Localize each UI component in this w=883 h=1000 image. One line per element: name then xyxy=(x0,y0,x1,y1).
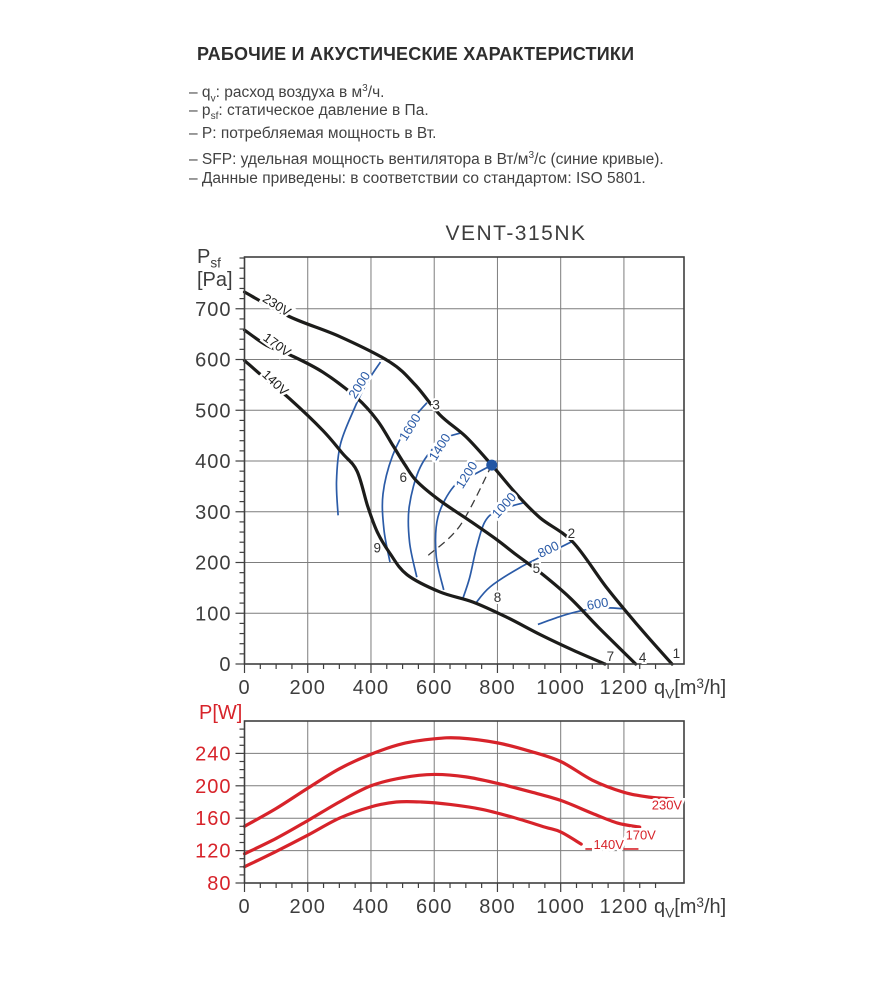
legend-item: – qv: расход воздуха в м3/ч. xyxy=(189,83,385,105)
svg-text:400: 400 xyxy=(195,451,231,473)
svg-text:120: 120 xyxy=(195,841,231,863)
gridlines xyxy=(244,257,684,664)
y-tick-labels: 80 120 160 200 240 xyxy=(195,743,231,895)
svg-text:200: 200 xyxy=(195,553,231,575)
axis-ticks xyxy=(235,728,657,892)
svg-text:6: 6 xyxy=(399,470,407,485)
legend-item: – Данные приведены: в соответствии со ст… xyxy=(189,169,646,187)
svg-text:4: 4 xyxy=(639,650,647,665)
x-axis-unit: qV[m3/h] xyxy=(654,676,726,701)
x-tick-labels: 0 200 400 600 800 1000 1200 xyxy=(238,677,649,699)
sfp-label-1200: 1200 xyxy=(452,459,480,491)
svg-text:200: 200 xyxy=(290,677,326,699)
svg-text:0: 0 xyxy=(238,677,250,699)
svg-text:1200: 1200 xyxy=(600,896,649,918)
svg-text:700: 700 xyxy=(195,299,231,321)
svg-text:300: 300 xyxy=(195,502,231,524)
sfp-label-800: 800 xyxy=(535,538,561,561)
svg-text:1: 1 xyxy=(673,646,681,661)
svg-text:600: 600 xyxy=(416,896,452,918)
voltage-curves xyxy=(242,290,674,666)
curve-170V xyxy=(242,328,638,666)
svg-text:600: 600 xyxy=(416,677,452,699)
x-axis-unit: qV[m3/h] xyxy=(654,895,726,920)
sfp-label-2000: 2000 xyxy=(345,369,373,401)
svg-text:240: 240 xyxy=(195,743,231,765)
svg-text:100: 100 xyxy=(195,603,231,625)
svg-text:500: 500 xyxy=(195,400,231,422)
svg-text:1000: 1000 xyxy=(536,677,585,699)
svg-text:200: 200 xyxy=(290,896,326,918)
legend-item: – psf: статическое давление в Па. xyxy=(189,102,429,123)
curve-label-140V: 140V xyxy=(594,837,625,852)
point-labels: 1 2 3 4 5 6 7 8 9 xyxy=(372,396,683,667)
curve-230V xyxy=(242,290,674,666)
svg-text:5: 5 xyxy=(533,561,541,576)
operating-point-dot xyxy=(486,459,498,471)
svg-text:200: 200 xyxy=(195,776,231,798)
y-tick-labels: 0 100 200 300 400 500 600 700 xyxy=(195,299,231,676)
svg-text:1200: 1200 xyxy=(600,677,649,699)
svg-text:800: 800 xyxy=(479,677,515,699)
sfp-interpolation-dashed-line xyxy=(427,464,493,556)
svg-text:80: 80 xyxy=(207,873,231,895)
curve-label-170V: 170V xyxy=(625,827,656,842)
legend-list: – qv: расход воздуха в м3/ч. – psf: стати… xyxy=(189,78,664,190)
svg-text:1000: 1000 xyxy=(536,896,585,918)
curve-140V xyxy=(242,799,583,869)
sfp-label-1600: 1600 xyxy=(396,411,424,443)
svg-text:9: 9 xyxy=(374,540,382,555)
chart-power: 0 200 400 600 800 1000 1200 80 120 160 200 240 qV[m3… xyxy=(195,702,726,920)
curve-230V xyxy=(242,736,675,828)
gridlines xyxy=(244,721,684,883)
y-axis-unit: P[W] xyxy=(199,702,242,724)
svg-text:7: 7 xyxy=(607,649,615,664)
sfp-label-600: 600 xyxy=(586,594,610,613)
curve-label-230V: 230V xyxy=(652,797,683,812)
x-tick-labels: 0 200 400 600 800 1000 1200 xyxy=(238,896,649,918)
y-axis-unit: Psf xyxy=(197,246,221,270)
svg-text:160: 160 xyxy=(195,808,231,830)
page-title: РАБОЧИЕ И АКУСТИЧЕСКИЕ ХАРАКТЕРИСТИКИ xyxy=(197,44,635,64)
svg-text:400: 400 xyxy=(353,677,389,699)
curve-140V xyxy=(242,358,607,666)
chart-pressure: 0 200 400 600 800 1000 12000100200300400500600… xyxy=(195,246,726,701)
svg-text:0: 0 xyxy=(219,654,231,676)
curve-170V xyxy=(242,772,642,856)
svg-text:800: 800 xyxy=(479,896,515,918)
svg-text:400: 400 xyxy=(353,896,389,918)
svg-text:3: 3 xyxy=(432,398,440,413)
axis-ticks xyxy=(235,257,657,673)
svg-text:8: 8 xyxy=(494,590,502,605)
legend-item: – P: потребляемая мощность в Вт. xyxy=(189,124,437,142)
voltage-curves xyxy=(242,736,675,869)
svg-text:2: 2 xyxy=(568,526,576,541)
curve-label-140V: 140V xyxy=(259,367,291,399)
plot-border xyxy=(243,720,685,884)
y-axis-unit: [Pa] xyxy=(197,269,233,291)
chart-title: VENT-315NK xyxy=(445,222,587,245)
legend-item: – SFP: удельная мощность вентилятора в В… xyxy=(189,150,664,169)
svg-text:0: 0 xyxy=(238,896,250,918)
svg-text:600: 600 xyxy=(195,350,231,372)
sfp-curves xyxy=(335,361,623,626)
